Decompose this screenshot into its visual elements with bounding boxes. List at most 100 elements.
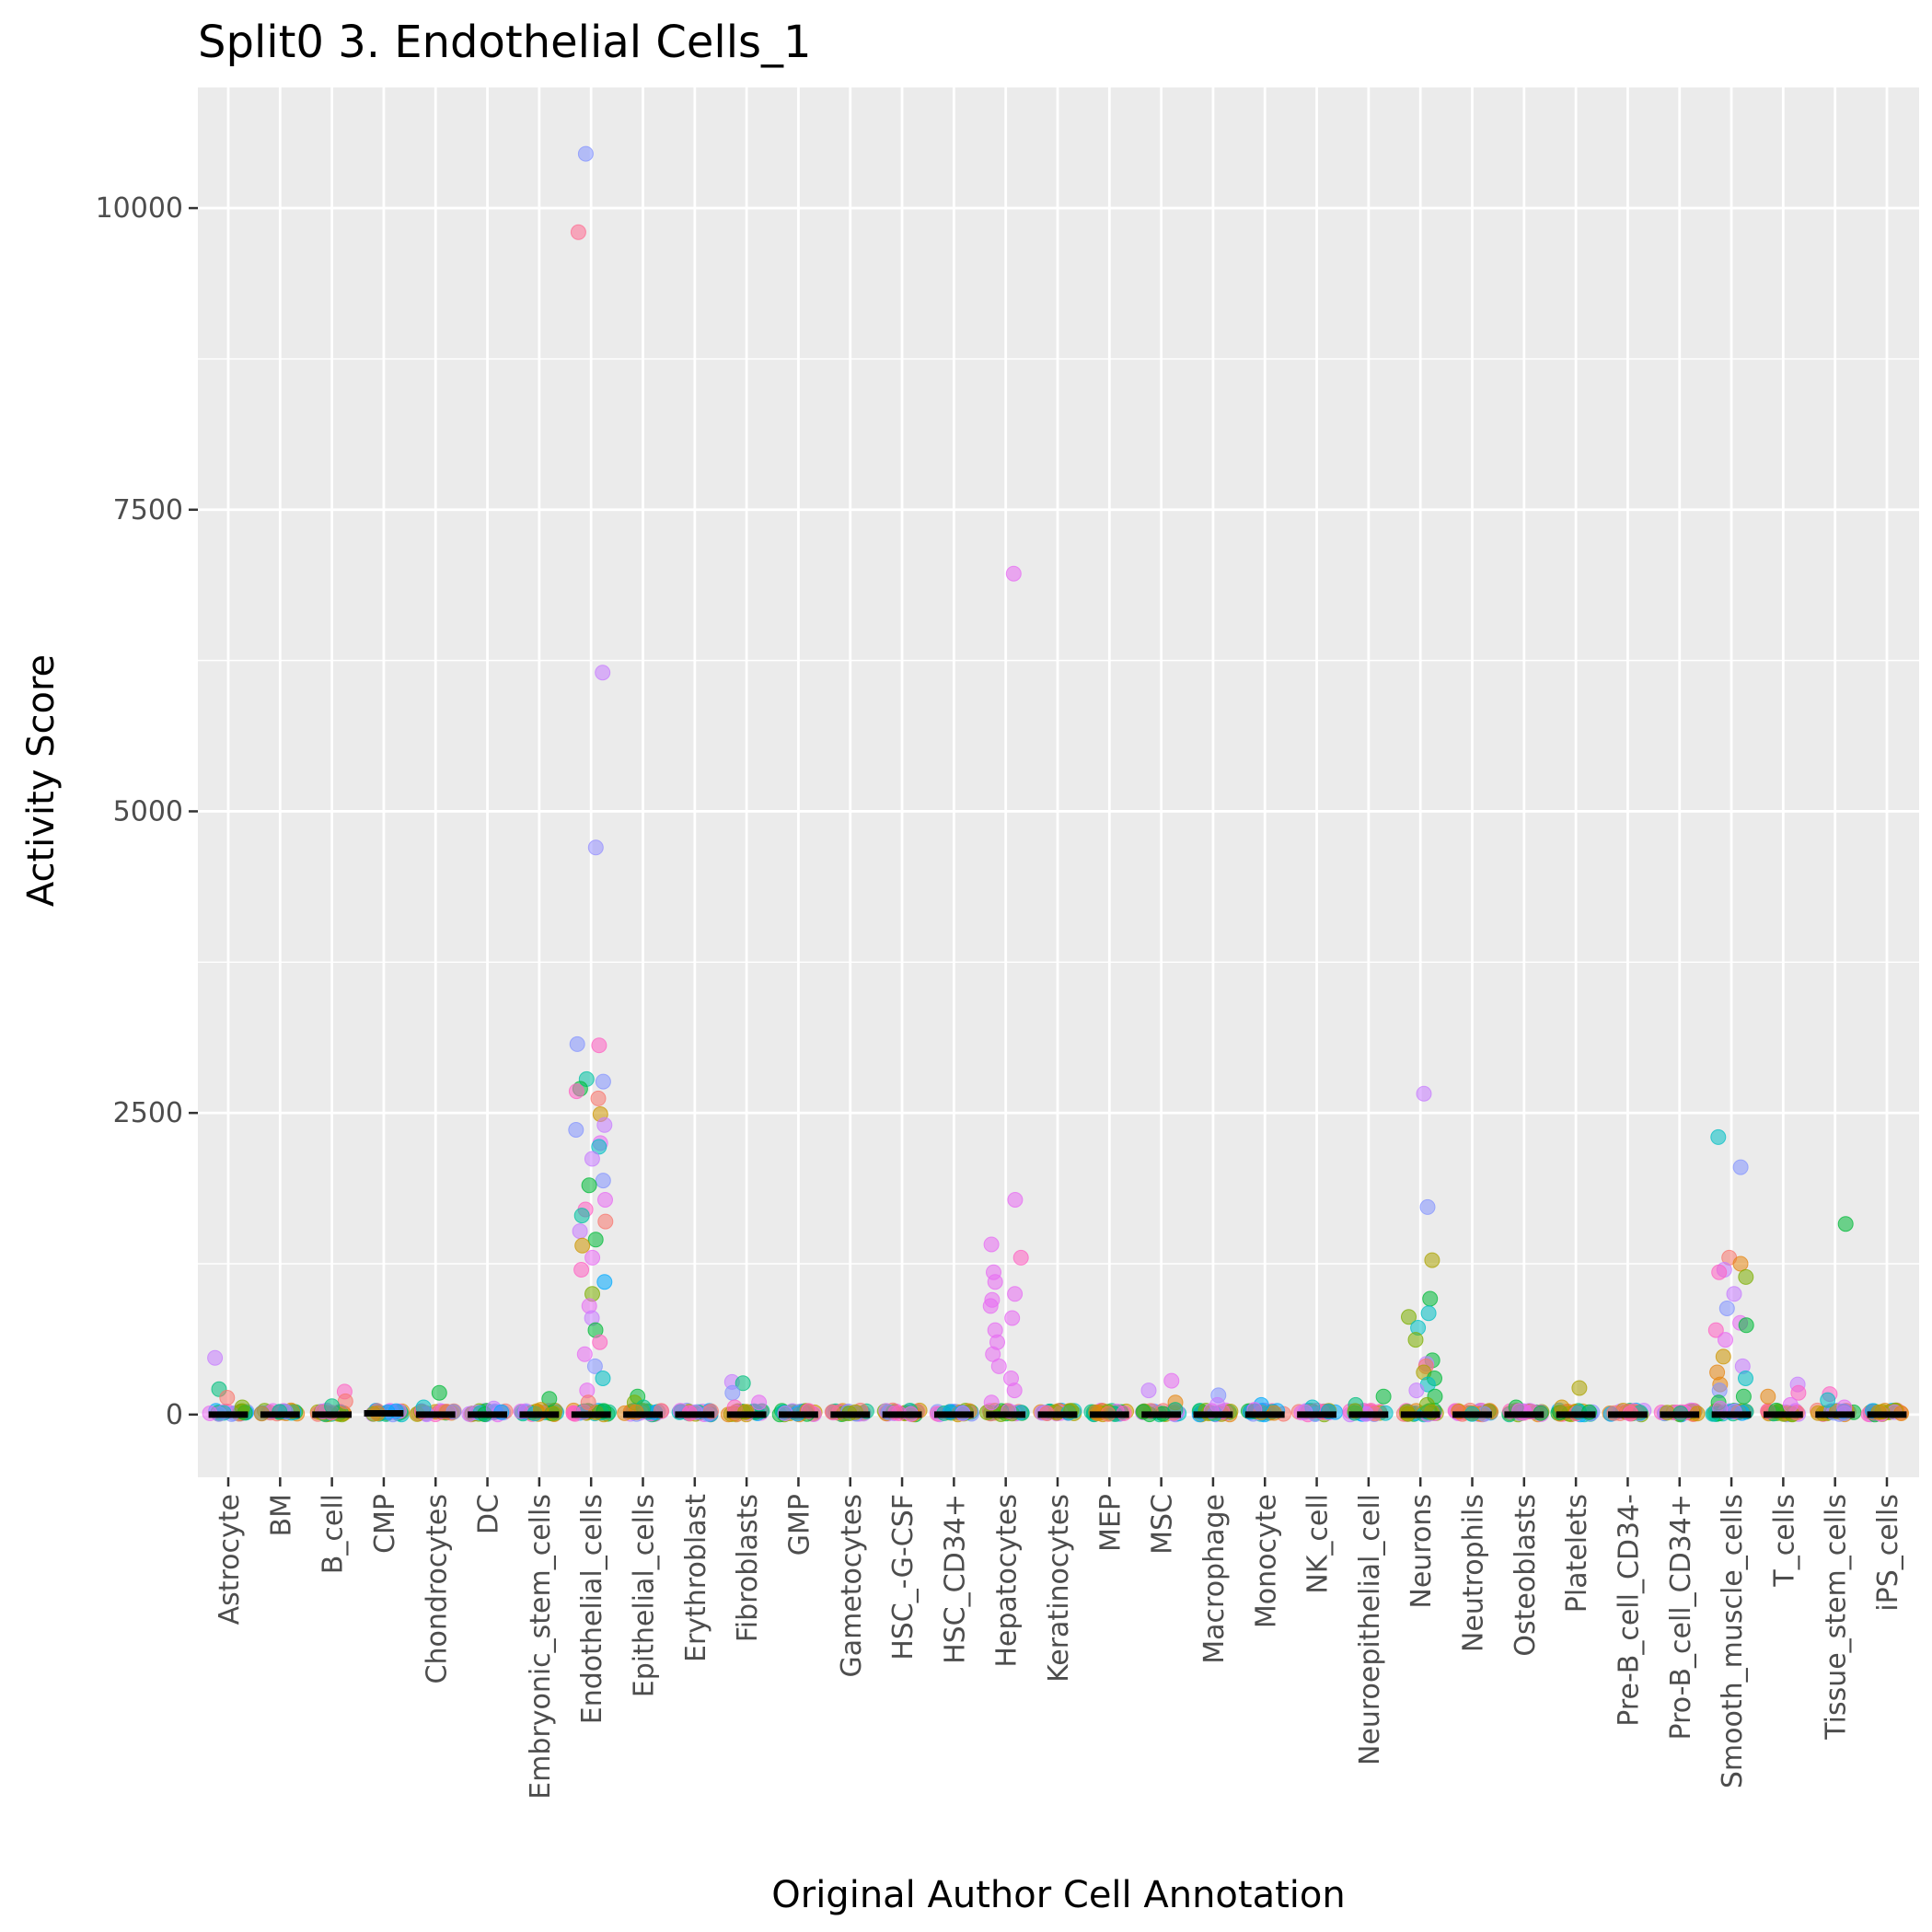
data-point — [568, 1083, 584, 1100]
data-point — [1710, 1128, 1727, 1145]
x-tick-label: GMP — [783, 1494, 816, 1556]
x-tick-label: Neurons — [1406, 1494, 1438, 1609]
data-point — [1718, 1301, 1735, 1316]
data-point — [591, 1037, 607, 1054]
data-point — [431, 1384, 447, 1401]
data-point — [1408, 1382, 1425, 1399]
data-point — [1820, 1392, 1836, 1408]
data-point — [573, 1262, 590, 1278]
x-tick-label: Astrocyte — [214, 1494, 246, 1625]
x-tick-label: Keratinocytes — [1043, 1494, 1075, 1683]
y-axis: 0 2500 5000 7500 10000 — [96, 192, 198, 1431]
data-point — [596, 1274, 613, 1290]
x-tick-label: T_cells — [1768, 1494, 1800, 1588]
data-point — [337, 1393, 353, 1409]
data-point — [1007, 1192, 1024, 1208]
data-point — [219, 1390, 236, 1406]
x-tick-label: Platelets — [1561, 1494, 1593, 1613]
data-point — [595, 665, 611, 681]
x-axis: Astrocyte BM B_cell CMP Chondrocytes DC Embryo… — [214, 1477, 1904, 1799]
data-point — [541, 1391, 558, 1407]
data-point — [1407, 1332, 1424, 1348]
x-tick-label: Smooth_muscle_cells — [1717, 1494, 1749, 1788]
data-point — [572, 1223, 588, 1240]
data-point — [581, 1177, 597, 1194]
y-tick-label: 10000 — [96, 192, 183, 225]
data-point — [1715, 1348, 1731, 1365]
data-point — [587, 839, 604, 856]
data-point — [1163, 1372, 1180, 1389]
data-point — [1007, 1286, 1024, 1302]
chart-title: Split0 3. Endothelial Cells_1 — [198, 17, 812, 68]
data-point — [591, 1139, 607, 1155]
x-tick-label: Pro-B_cell_CD34+ — [1665, 1494, 1697, 1740]
data-point — [595, 1173, 611, 1189]
data-point — [1012, 1249, 1029, 1266]
x-tick-label: BM — [265, 1494, 297, 1536]
data-point — [207, 1349, 224, 1366]
data-point — [1782, 1396, 1799, 1413]
data-point — [982, 1298, 999, 1314]
data-point — [1738, 1268, 1754, 1285]
x-tick-label: MEP — [1094, 1494, 1127, 1552]
x-tick-label: NK_cell — [1302, 1494, 1335, 1594]
data-point — [1004, 1310, 1021, 1326]
x-tick-label: Neuroepithelial_cell — [1354, 1494, 1386, 1765]
data-point — [1732, 1159, 1749, 1175]
data-point — [1422, 1290, 1439, 1307]
data-point — [751, 1394, 768, 1411]
data-point — [735, 1375, 751, 1392]
data-point — [1424, 1252, 1440, 1268]
x-tick-label: iPS_cells — [1872, 1494, 1904, 1612]
data-point — [1416, 1085, 1432, 1102]
data-point — [1006, 1382, 1023, 1399]
data-point — [570, 224, 586, 240]
x-tick-label: Osteoblasts — [1510, 1494, 1542, 1657]
data-point — [724, 1384, 741, 1401]
x-tick-label: CMP — [369, 1494, 401, 1554]
x-tick-label: Monocyte — [1250, 1494, 1282, 1628]
data-point — [1420, 1305, 1437, 1322]
data-point — [1005, 565, 1022, 582]
y-tick-label: 2500 — [113, 1097, 183, 1129]
data-point — [584, 1151, 600, 1167]
data-point — [1375, 1388, 1392, 1405]
data-point — [1732, 1255, 1749, 1272]
y-axis-title: Activity Score — [20, 654, 63, 907]
data-point — [568, 1122, 584, 1138]
data-point — [1711, 1264, 1728, 1280]
data-point — [1401, 1309, 1417, 1325]
data-point — [990, 1358, 1007, 1374]
x-tick-label: Erythroblast — [680, 1494, 712, 1662]
data-point — [576, 1346, 593, 1362]
data-point — [983, 1236, 1000, 1253]
data-point — [584, 1249, 601, 1266]
data-point — [1419, 1198, 1436, 1215]
data-point — [1837, 1216, 1854, 1232]
x-tick-label: Endothelial_cells — [576, 1494, 608, 1724]
y-tick-label: 5000 — [113, 795, 183, 827]
data-point — [595, 1371, 611, 1386]
data-point — [595, 1073, 611, 1090]
x-tick-label: B_cell — [318, 1494, 350, 1574]
x-tick-label: HSC_-G-CSF — [887, 1494, 920, 1660]
x-tick-label: DC — [473, 1494, 505, 1534]
data-point — [590, 1090, 607, 1106]
data-point — [983, 1394, 1000, 1411]
x-tick-label: Tissue_stem_cells — [1821, 1494, 1853, 1741]
data-point — [1718, 1332, 1733, 1348]
median-markers — [208, 1410, 1907, 1418]
data-point — [580, 1394, 596, 1411]
x-tick-label: Epithelial_cells — [629, 1494, 661, 1697]
data-point — [987, 1274, 1003, 1290]
data-point — [592, 1334, 608, 1350]
data-point — [1571, 1380, 1588, 1396]
y-tick-label: 7500 — [113, 494, 183, 526]
data-point — [597, 1192, 613, 1208]
x-tick-label: HSC_CD34+ — [939, 1494, 971, 1664]
data-point — [1735, 1388, 1752, 1405]
x-tick-label: Hepatocytes — [991, 1494, 1024, 1668]
x-axis-title: Original Author Cell Annotation — [771, 1874, 1345, 1916]
data-point — [1140, 1382, 1157, 1399]
